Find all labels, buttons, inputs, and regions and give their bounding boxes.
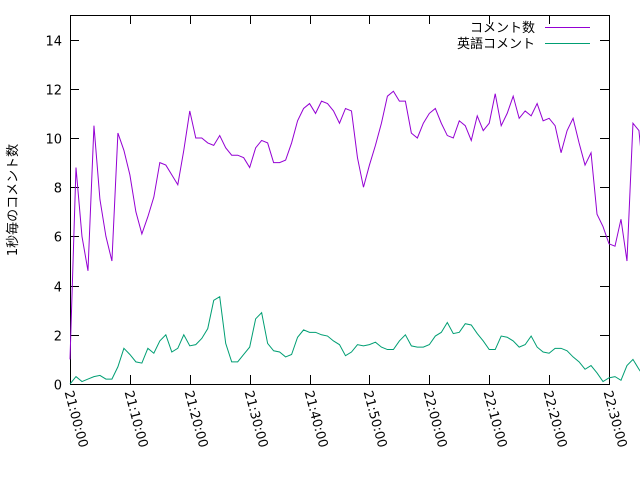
x-tick-label: 21:30:00 — [241, 389, 271, 449]
y-tick-label: 8 — [54, 182, 62, 197]
series-line-1 — [69, 90, 640, 360]
y-tick-label: 10 — [45, 133, 62, 148]
legend-label-2: 英語コメント — [457, 36, 535, 52]
x-tick-label: 22:30:00 — [600, 389, 630, 449]
x-tick-label: 22:20:00 — [540, 389, 570, 449]
y-tick-label: 12 — [45, 84, 62, 99]
y-tick-label: 2 — [54, 330, 62, 345]
x-tick-label: 21:20:00 — [181, 389, 211, 449]
x-tick-label: 21:10:00 — [121, 389, 151, 449]
x-tick-label: 22:00:00 — [420, 389, 450, 449]
x-tick-label: 21:50:00 — [360, 389, 390, 449]
x-tick-label: 21:40:00 — [301, 389, 331, 449]
y-tick-label: 6 — [54, 231, 62, 246]
y-tick-label: 14 — [45, 35, 62, 50]
series-layer — [69, 90, 640, 385]
x-tick-label: 22:10:00 — [480, 389, 510, 449]
x-tick-label: 21:00:00 — [61, 389, 91, 449]
series-line-2 — [69, 295, 640, 385]
legend-label-1: コメント数 — [470, 21, 535, 36]
y-tick-label: 4 — [54, 281, 62, 296]
y-axis-label: 1秒毎のコメント数 — [5, 144, 21, 256]
plot-frame — [70, 15, 610, 385]
y-tick-label: 0 — [54, 379, 62, 394]
